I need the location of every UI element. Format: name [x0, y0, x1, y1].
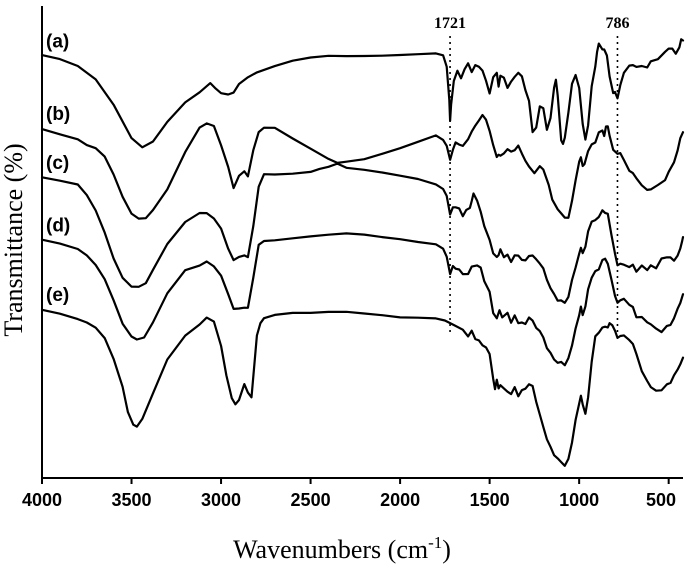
spectrum-line-a — [40, 38, 685, 149]
y-axis-title: Transmittance (%) — [0, 143, 28, 336]
spectrum-line-d — [40, 232, 685, 367]
x-tick-label-3000: 3000 — [201, 490, 241, 510]
spectra-layer — [40, 38, 685, 467]
series-label-d: (d) — [46, 216, 70, 237]
x-tick-label-2000: 2000 — [380, 490, 420, 510]
x-tick-label-1500: 1500 — [470, 490, 510, 510]
x-tick-label-4000: 4000 — [22, 490, 62, 510]
spectrum-line-e — [40, 308, 685, 467]
series-label-c: (c) — [46, 153, 69, 174]
x-axis-title: Wavenumbers (cm-1) — [233, 533, 451, 564]
annotation-label-786: 786 — [605, 15, 629, 32]
spectrum-line-b — [40, 113, 685, 220]
x-ticks-layer: 4000 3500 3000 2500 2000 1500 1000 500 — [22, 478, 676, 510]
x-tick-label-500: 500 — [646, 490, 676, 510]
series-label-a: (a) — [46, 32, 69, 53]
series-label-b: (b) — [46, 104, 70, 125]
x-axis-title-superscript: -1 — [428, 533, 442, 552]
spectrum-line-c — [40, 162, 685, 304]
x-tick-label-2500: 2500 — [291, 490, 331, 510]
x-tick-label-1000: 1000 — [559, 490, 599, 510]
series-labels-layer: (a) (b) (c) (d) (e) — [46, 32, 70, 306]
axes-layer — [41, 6, 683, 479]
annotation-layer: 1721 786 — [434, 15, 629, 334]
x-axis-title-end: ) — [442, 535, 451, 564]
annotation-label-1721: 1721 — [434, 15, 466, 32]
x-axis-title-main: Wavenumbers (cm — [233, 535, 428, 564]
series-label-e: (e) — [46, 285, 69, 306]
x-tick-label-3500: 3500 — [112, 490, 152, 510]
